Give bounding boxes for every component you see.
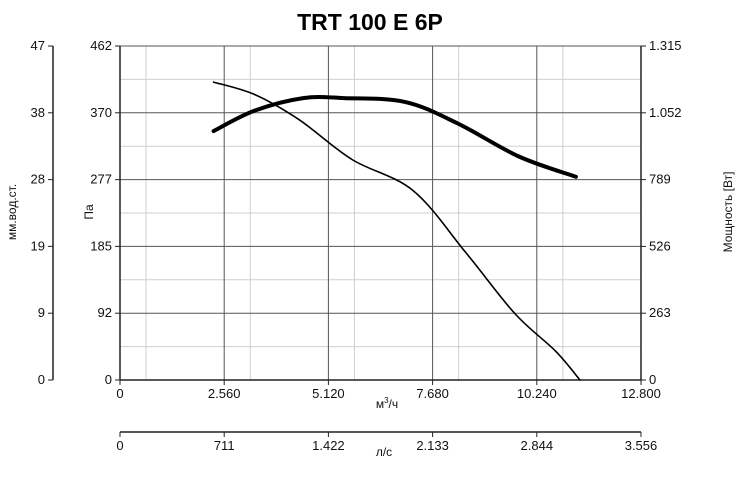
y-tick-label-power: 1.315: [649, 38, 682, 53]
y-axis-label-pa: Па: [82, 204, 96, 220]
x-tick-label-secondary: 3.556: [625, 438, 658, 453]
y-tick-label-power: 1.052: [649, 105, 682, 120]
chart-title: TRT 100 E 6P: [297, 9, 443, 35]
y-tick-label-power: 0: [649, 372, 656, 387]
axes: [48, 45, 646, 437]
y-tick-label-pa: 185: [90, 238, 112, 253]
x-tick-label-secondary: 2.133: [416, 438, 449, 453]
series: [211, 81, 581, 381]
y-tick-label-pa: 92: [98, 305, 112, 320]
y-axis-label-mm: мм.вод.ст.: [5, 184, 19, 240]
y-tick-label-pa: 462: [90, 38, 112, 53]
y-tick-label-pa: 0: [105, 372, 112, 387]
y-tick-label-mm: 0: [38, 372, 45, 387]
x-axis-label-m3h: м3/ч: [376, 396, 398, 411]
grid: [119, 45, 642, 381]
y-tick-label-power: 526: [649, 238, 671, 253]
x-tick-label-secondary: 1.422: [312, 438, 345, 453]
x-tick-label-primary: 12.800: [621, 386, 661, 401]
y-tick-label-mm: 47: [31, 38, 45, 53]
x-tick-label-primary: 5.120: [312, 386, 345, 401]
x-tick-label-secondary: 0: [116, 438, 123, 453]
y-tick-label-mm: 19: [31, 238, 45, 253]
power-curve: [211, 94, 578, 179]
y-tick-label-pa: 370: [90, 105, 112, 120]
pressure-curve: [212, 81, 581, 381]
x-tick-label-primary: 2.560: [208, 386, 241, 401]
y-tick-label-power: 263: [649, 305, 671, 320]
y-tick-label-pa: 277: [90, 172, 112, 187]
x-tick-label-primary: 7.680: [416, 386, 449, 401]
x-tick-label-primary: 0: [116, 386, 123, 401]
x-tick-label-secondary: 711: [214, 438, 235, 453]
y-tick-label-mm: 38: [31, 105, 45, 120]
x-axis-label-ls: л/с: [376, 445, 392, 459]
x-tick-label-primary: 10.240: [517, 386, 557, 401]
y-axis-label-power: Мощность [Вт]: [721, 172, 735, 253]
x-tick-label-secondary: 2.844: [521, 438, 554, 453]
y-tick-label-mm: 9: [38, 305, 45, 320]
y-tick-label-mm: 28: [31, 172, 45, 187]
y-tick-label-power: 789: [649, 172, 671, 187]
